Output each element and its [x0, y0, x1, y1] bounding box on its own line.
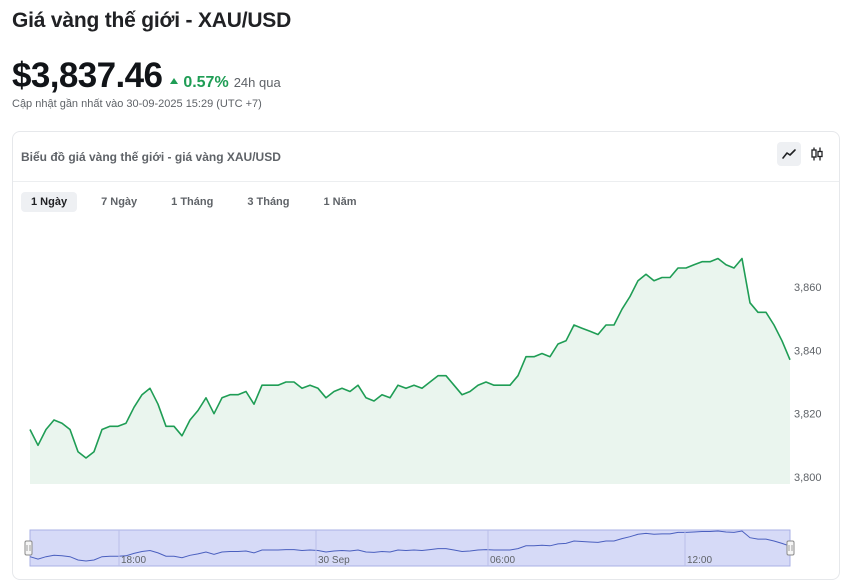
price-change: 0.57% 24h qua [170, 74, 281, 92]
navigator-line [29, 530, 791, 562]
price-line [29, 257, 791, 459]
range-tabs: 1 Ngày 7 Ngày 1 Tháng 3 Tháng 1 Năm [21, 192, 379, 212]
price-area [30, 258, 790, 484]
y-tick-label: 3,840 [794, 345, 822, 357]
navigator-time-label: 06:00 [490, 555, 515, 566]
navigator-time-label: 12:00 [687, 555, 712, 566]
candlestick-icon[interactable] [805, 142, 829, 166]
navigator-time-label: 18:00 [121, 555, 146, 566]
tab-7-days[interactable]: 7 Ngày [101, 196, 138, 208]
y-tick-label: 3,820 [794, 409, 822, 421]
page-title: Giá vàng thế giới - XAU/USD [12, 9, 292, 32]
tab-1-month[interactable]: 1 Tháng [171, 196, 214, 208]
trend-up-icon [170, 78, 179, 84]
line-chart-icon[interactable] [777, 142, 801, 166]
tab-3-months[interactable]: 3 Tháng [247, 196, 290, 208]
chart-card-title: Biểu đồ giá vàng thế giới - giá vàng XAU… [21, 150, 281, 164]
navigator-window [29, 529, 791, 567]
change-percent: 0.57% [183, 74, 229, 91]
y-tick-label: 3,860 [794, 282, 822, 294]
navigator-right-handle[interactable] [786, 540, 795, 556]
tab-1-day[interactable]: 1 Ngày [21, 192, 78, 212]
tab-1-year[interactable]: 1 Năm [323, 196, 357, 208]
current-price: $3,837.46 [12, 56, 163, 95]
y-tick-label: 3,800 [794, 472, 822, 484]
chart-view-toggle [777, 142, 829, 166]
last-updated: Cập nhật gần nhất vào 30-09-2025 15:29 (… [12, 98, 262, 110]
change-period: 24h qua [233, 75, 281, 90]
card-divider [13, 181, 839, 182]
navigator-time-label: 30 Sep [318, 555, 350, 566]
navigator-left-handle[interactable] [24, 540, 33, 556]
price-row: $3,837.46 0.57% 24h qua [12, 56, 281, 96]
